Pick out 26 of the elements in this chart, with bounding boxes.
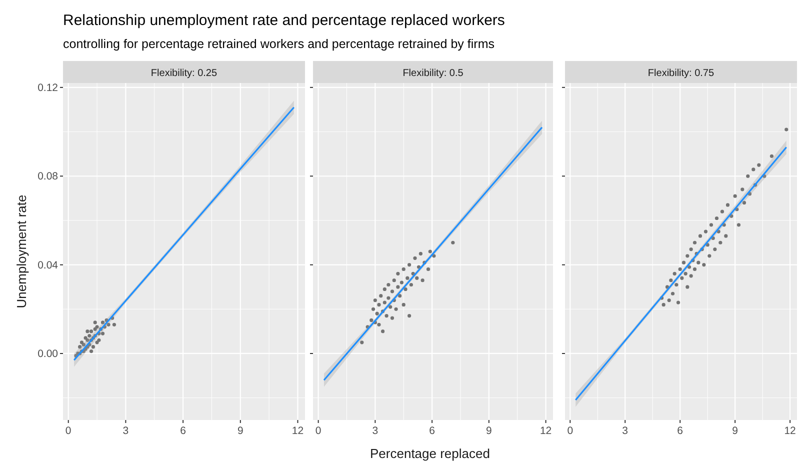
x-tick-label: 0 [315,425,322,437]
x-tick-label: 12 [292,425,304,437]
x-tick-label: 0 [65,425,72,437]
x-axis-title: Percentage replaced [370,446,490,461]
y-tick-label: 0.04 [38,259,58,272]
text: controlling for percentage retrained workers and percentage retrained by firms [63,37,494,51]
x-tick-label: 12 [784,425,796,437]
x-tick-label: 0 [567,425,574,437]
x-tick-label: 3 [122,425,129,437]
x-tick-label: 6 [180,425,186,437]
x-tick-label: 3 [622,425,628,437]
x-tick-label: 6 [677,425,684,437]
x-tick-label: 9 [486,425,492,437]
x-tick-label: 3 [372,425,378,437]
chart-title: Flexibility: 0.75 [648,68,715,79]
y-tick-label: 0.08 [38,170,58,183]
chart-title: Flexibility: 0.25 [150,68,218,79]
x-tick-label: 9 [237,425,244,437]
y-tick-label: 0.12 [38,82,58,94]
y-axis-title: Unemployment rate [14,194,29,308]
y-tick-label: 0.00 [38,348,58,360]
x-tick-label: 12 [540,425,552,437]
x-tick-label: 6 [429,425,436,437]
text: Relationship unemployment rate and percentage replaced workers [63,12,505,29]
x-tick-label: 9 [732,425,738,437]
chart-title: Flexibility: 0.5 [402,68,464,79]
